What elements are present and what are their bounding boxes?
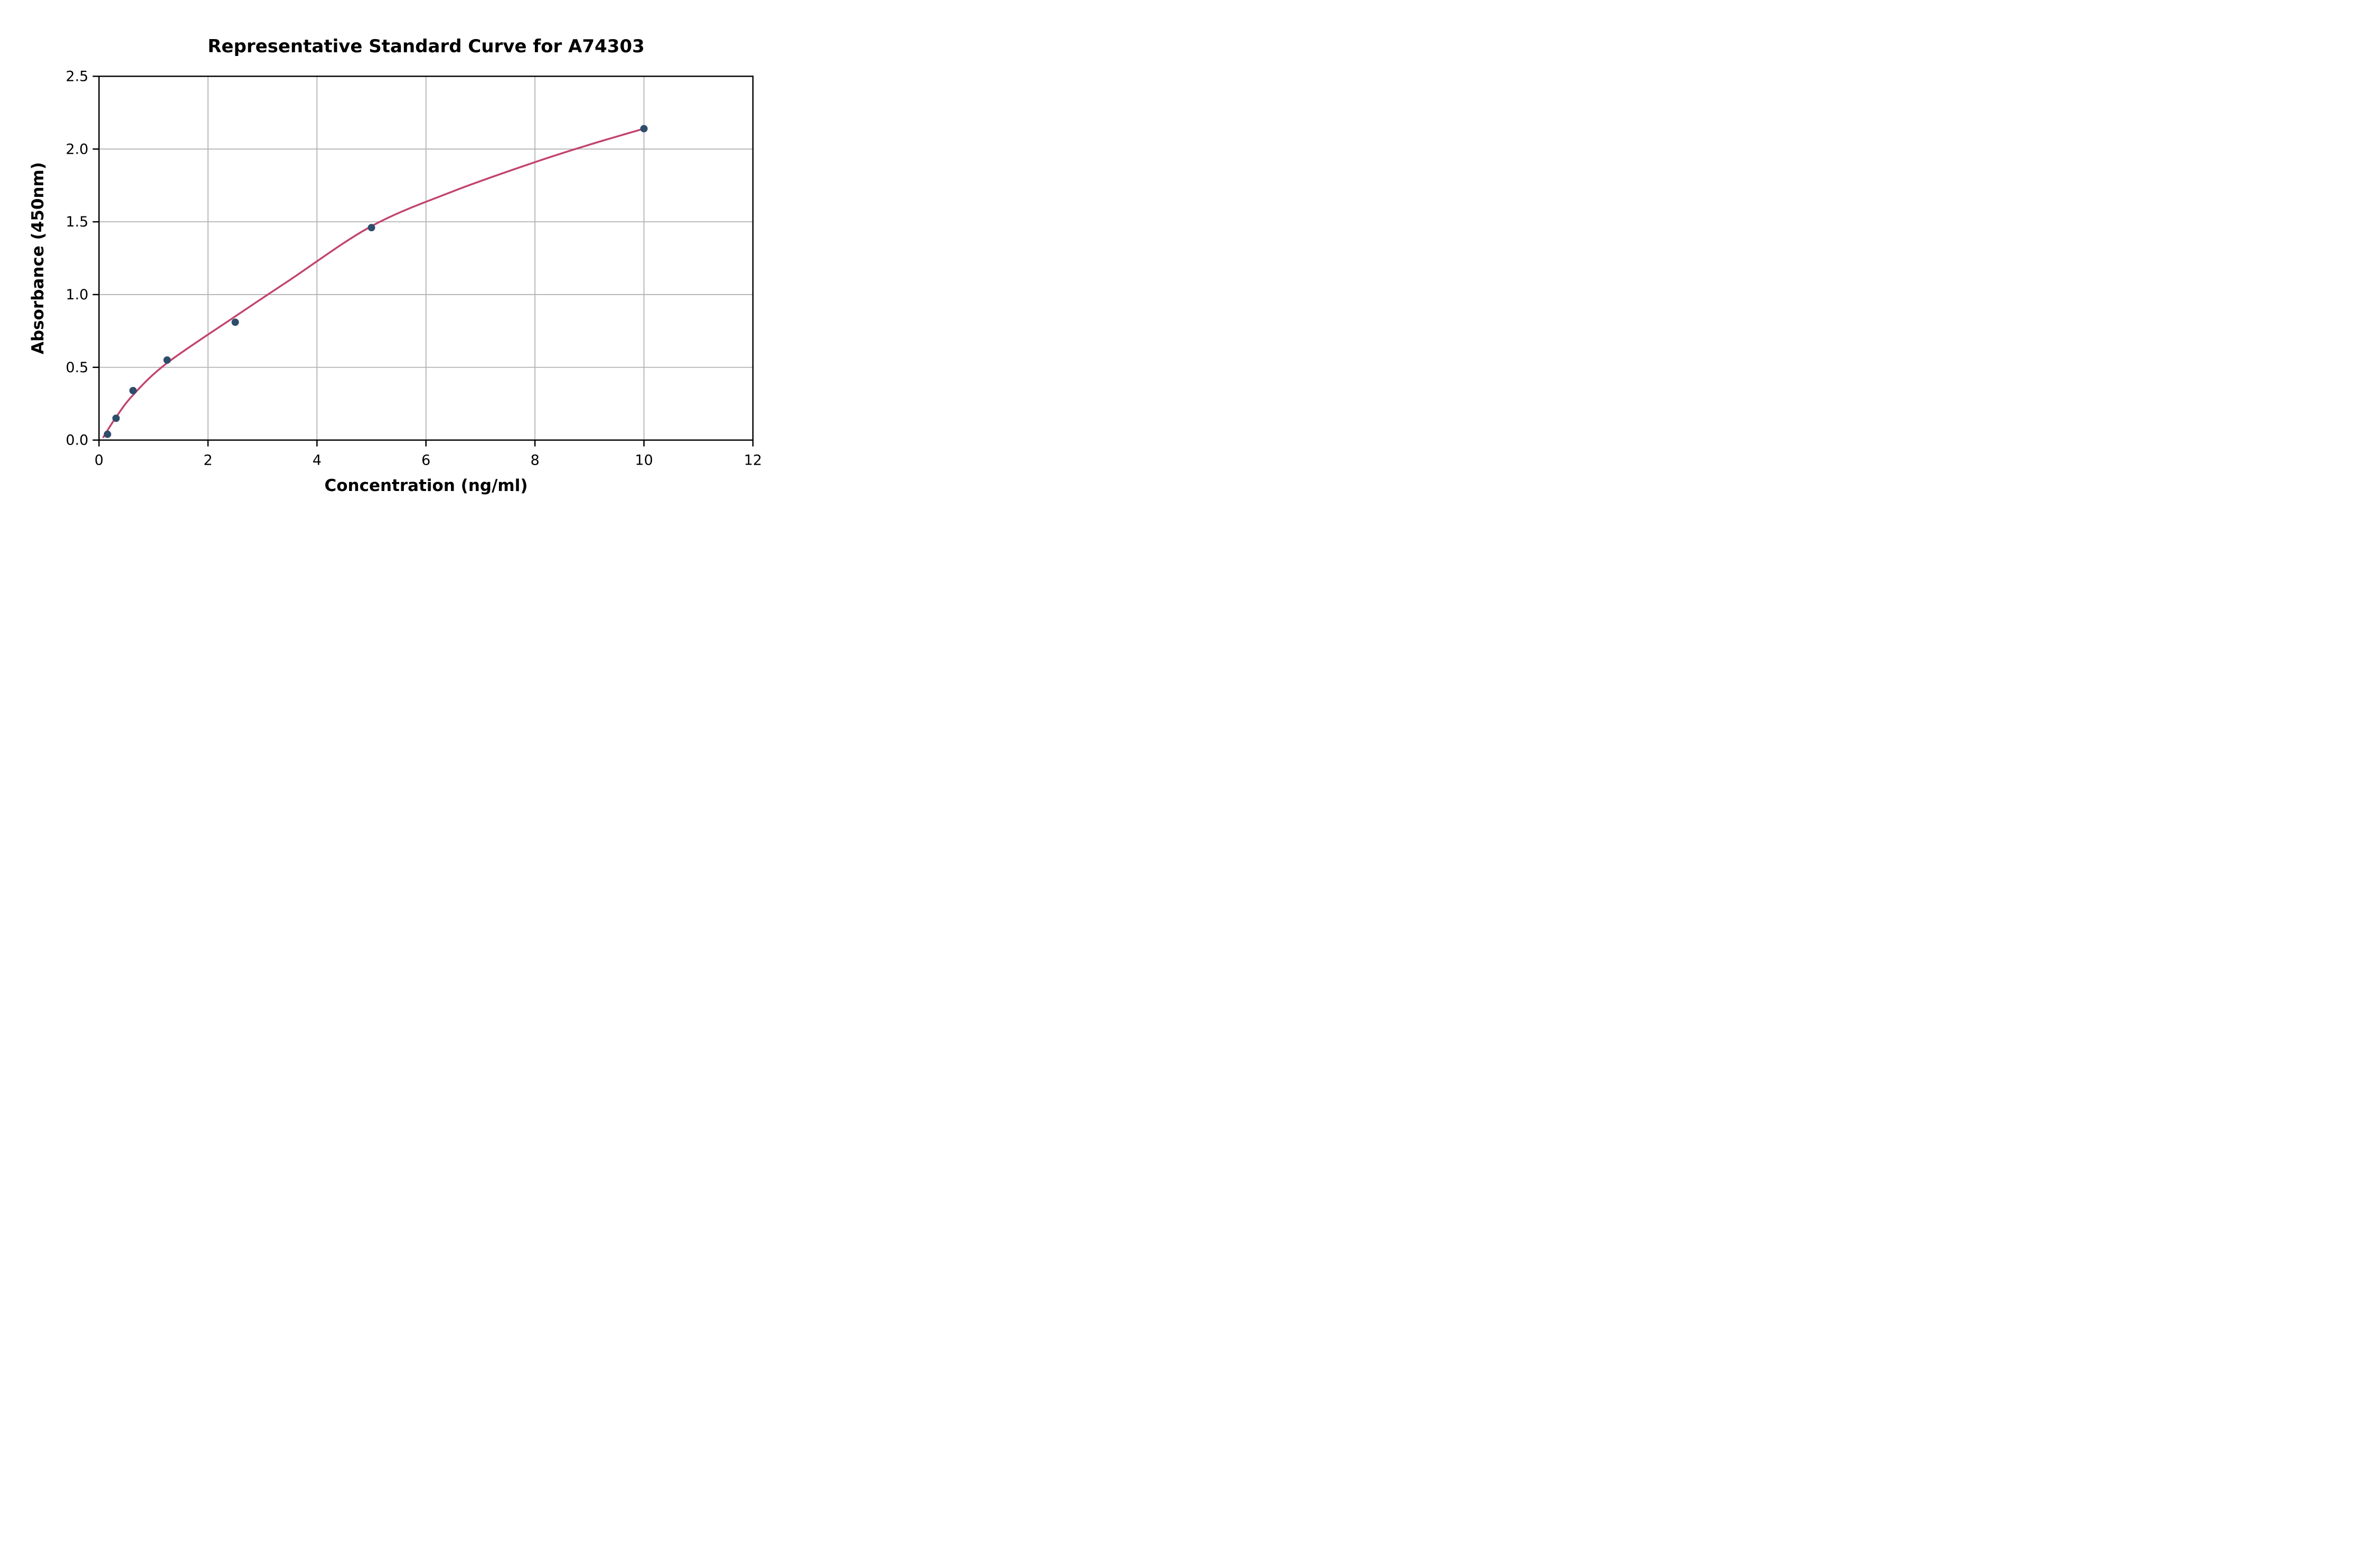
data-point: [640, 125, 648, 133]
x-tick-label: 10: [635, 452, 653, 469]
y-tick-label: 2.5: [66, 69, 89, 85]
data-point: [367, 224, 375, 232]
data-point: [163, 356, 171, 364]
x-tick-label: 2: [203, 452, 212, 469]
x-tick-label: 0: [95, 452, 103, 469]
x-tick-label: 6: [421, 452, 430, 469]
y-tick-label: 0.0: [66, 432, 89, 449]
fitted-curve: [102, 127, 645, 438]
standard-curve-figure: 0 2 4 6 8 10 12 0.0 0.5 1.0 1.5 2.0 2.5 Representati…: [0, 0, 792, 523]
y-tick-label: 0.5: [66, 360, 89, 376]
data-point: [112, 414, 120, 422]
y-tick-label: 1.5: [66, 214, 89, 230]
y-tick-label: 1.0: [66, 287, 89, 303]
y-tick-label: 2.0: [66, 141, 89, 157]
x-tick-label: 4: [313, 452, 322, 469]
data-point: [231, 318, 239, 326]
data-point: [103, 430, 111, 438]
chart-title: Representative Standard Curve for A74303: [208, 36, 645, 57]
x-tick-label: 12: [744, 452, 762, 469]
chart-canvas: 0 2 4 6 8 10 12 0.0 0.5 1.0 1.5 2.0 2.5: [66, 69, 762, 469]
y-axis-label: Absorbance (450nm): [29, 162, 48, 355]
data-point: [129, 386, 137, 394]
x-tick-label: 8: [531, 452, 540, 469]
x-axis-label: Concentration (ng/ml): [324, 476, 528, 495]
